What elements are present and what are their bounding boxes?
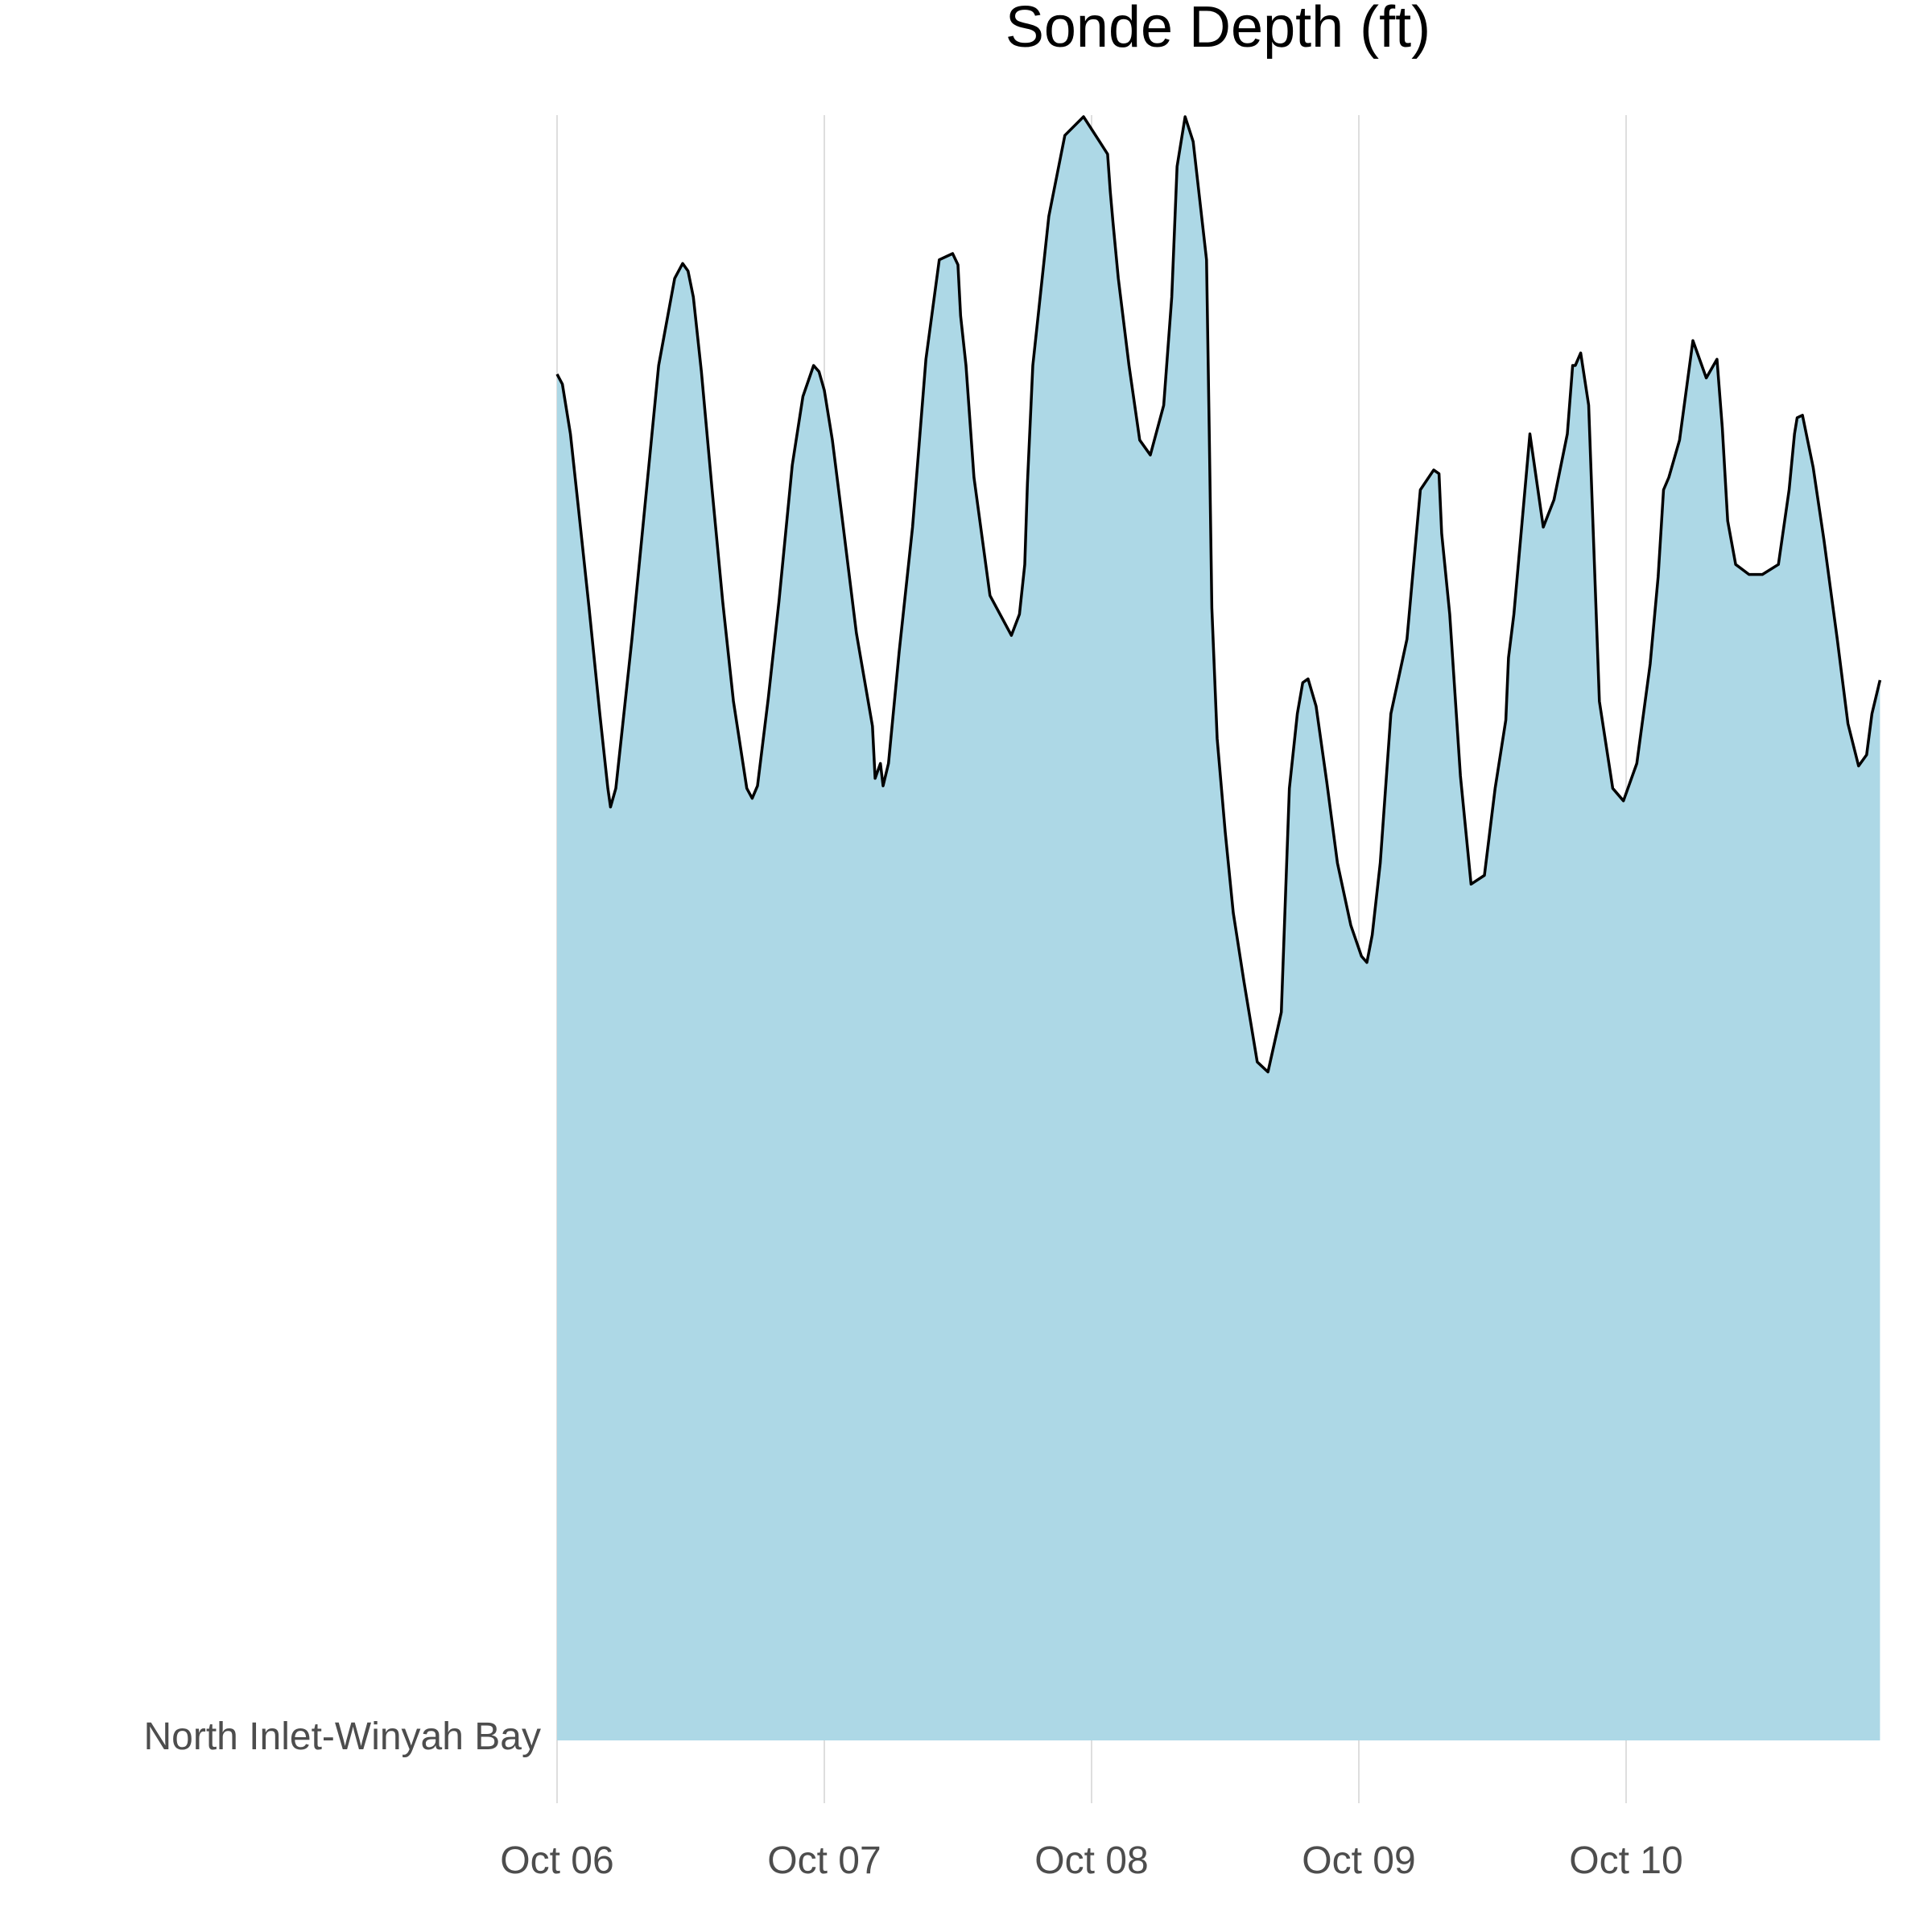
depth-area-fill — [557, 117, 1880, 1740]
x-tick-label-0: Oct 06 — [500, 1839, 613, 1882]
y-category-label: North Inlet-Winyah Bay — [143, 1715, 541, 1758]
x-tick-label-4: Oct 10 — [1569, 1839, 1682, 1882]
depth-line — [555, 115, 1882, 1074]
x-tick-label-2: Oct 08 — [1034, 1839, 1148, 1882]
x-axis-ticks: Oct 06 Oct 07 Oct 08 Oct 09 Oct 10 — [500, 1839, 1682, 1882]
x-tick-label-3: Oct 09 — [1302, 1839, 1415, 1882]
x-tick-label-1: Oct 07 — [767, 1839, 881, 1882]
chart-title: Sonde Depth (ft) — [1005, 0, 1430, 60]
